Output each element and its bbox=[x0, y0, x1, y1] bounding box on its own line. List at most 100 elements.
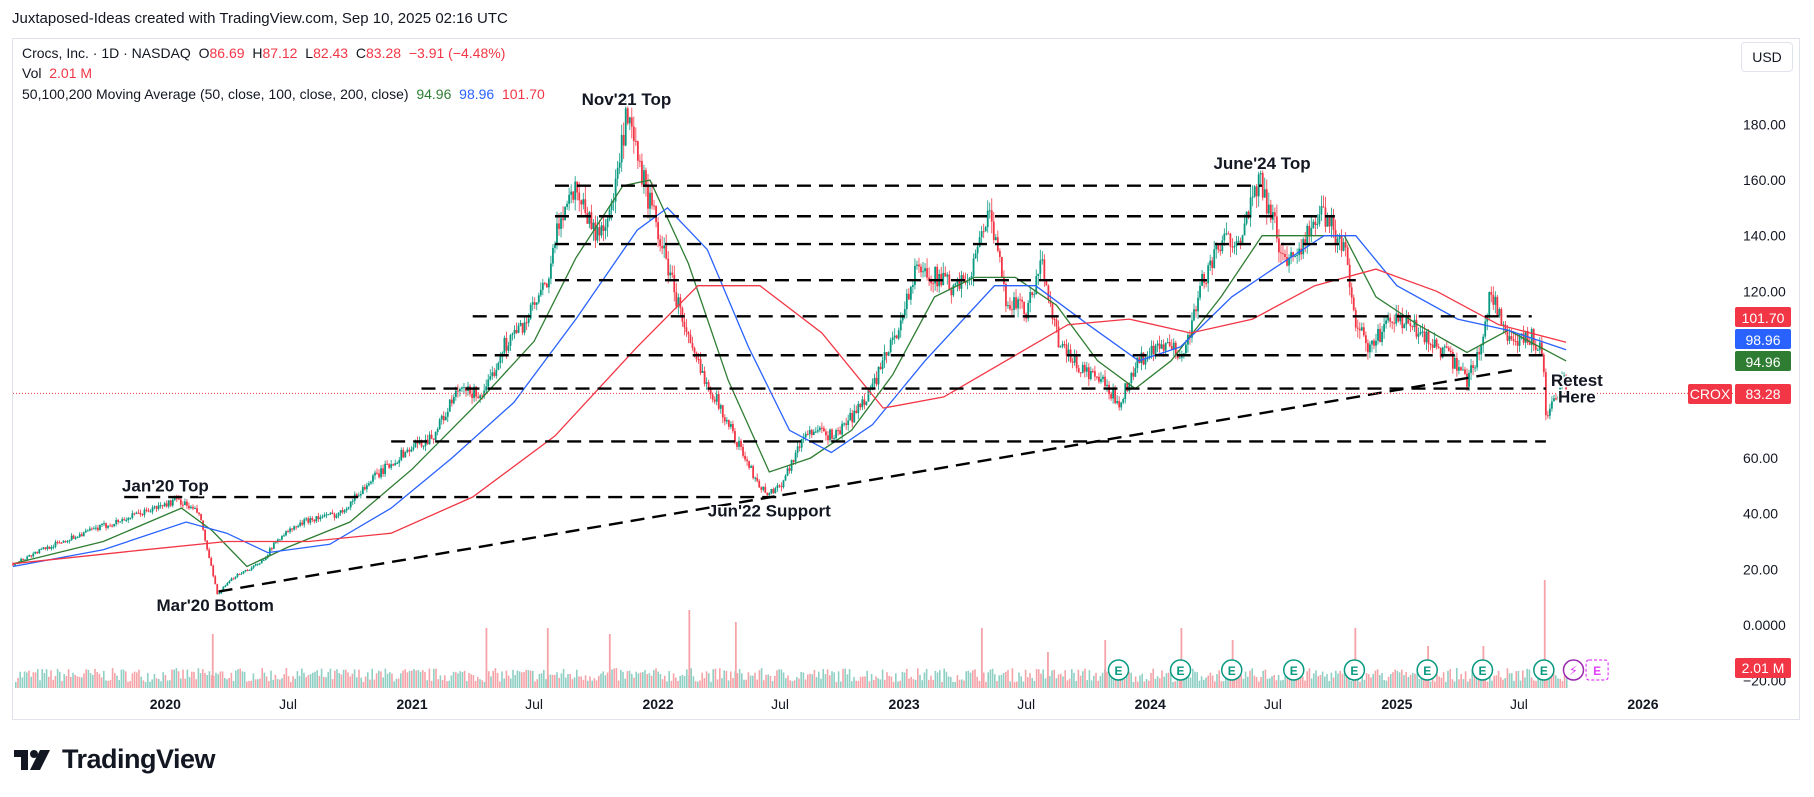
chart-annotation[interactable]: Jan'20 Top bbox=[120, 475, 210, 497]
candle bbox=[1057, 326, 1060, 348]
volume-bar bbox=[1277, 675, 1280, 688]
currency-button[interactable]: USD bbox=[1741, 42, 1793, 72]
volume-bar bbox=[1405, 672, 1407, 688]
last-price-tag[interactable] bbox=[1735, 384, 1791, 404]
volume-bar bbox=[919, 674, 921, 688]
x-tick-label: 2024 bbox=[1135, 696, 1166, 712]
candle bbox=[554, 244, 556, 248]
volume-bar bbox=[1258, 681, 1260, 688]
candle bbox=[857, 403, 860, 414]
candle bbox=[1561, 376, 1563, 388]
candle bbox=[123, 519, 126, 521]
earnings-marker-icon[interactable] bbox=[1343, 659, 1366, 681]
volume-bar bbox=[584, 675, 587, 688]
candle bbox=[139, 512, 142, 515]
volume-bar bbox=[1187, 672, 1190, 688]
volume-bar bbox=[604, 675, 607, 688]
earnings-marker-icon[interactable] bbox=[1416, 659, 1438, 681]
earnings-marker-label: E bbox=[1478, 664, 1486, 678]
volume-bar bbox=[364, 676, 367, 688]
earnings-marker-icon[interactable] bbox=[1220, 659, 1243, 681]
candle bbox=[410, 449, 413, 452]
volume-bar bbox=[1264, 669, 1267, 688]
volume-bar bbox=[1374, 670, 1377, 688]
candle bbox=[497, 362, 500, 370]
candle bbox=[736, 442, 738, 447]
volume-bar bbox=[965, 671, 967, 688]
candle bbox=[1007, 305, 1009, 307]
chart-annotation[interactable]: Jun'22 Support bbox=[706, 500, 832, 522]
candle bbox=[12, 563, 14, 566]
candle bbox=[903, 309, 906, 316]
volume-bar bbox=[1473, 669, 1476, 688]
volume-bar bbox=[1205, 677, 1207, 688]
volume-bar bbox=[1101, 672, 1104, 688]
volume-bar bbox=[527, 670, 530, 688]
volume-bar bbox=[294, 678, 296, 688]
candle bbox=[1219, 249, 1222, 252]
candle bbox=[196, 508, 198, 513]
candle bbox=[572, 191, 575, 200]
volume-bar bbox=[1185, 673, 1187, 688]
chart-annotation[interactable]: Here bbox=[1556, 386, 1597, 408]
volume-bar bbox=[895, 673, 897, 688]
chart-annotation[interactable]: Retest bbox=[1549, 369, 1604, 391]
volume-bar bbox=[886, 672, 888, 688]
ma-label[interactable]: 50,100,200 Moving Average (50, close, 10… bbox=[22, 86, 409, 102]
volume-bar bbox=[32, 672, 35, 688]
candle bbox=[946, 274, 949, 277]
volume-bar bbox=[888, 675, 890, 688]
candle bbox=[1405, 315, 1408, 325]
candle bbox=[32, 553, 35, 557]
candle bbox=[701, 371, 704, 373]
candle bbox=[333, 513, 336, 518]
volume-bar bbox=[767, 674, 769, 688]
candle bbox=[283, 535, 285, 537]
chart-annotation[interactable]: June'24 Top bbox=[1212, 152, 1312, 174]
chart-annotation[interactable]: Mar'20 Bottom bbox=[155, 595, 275, 617]
candle bbox=[1413, 319, 1416, 328]
volume-bar bbox=[1090, 680, 1093, 688]
volume-bar bbox=[1126, 669, 1128, 688]
volume-bar bbox=[1200, 676, 1203, 688]
earnings-marker-icon[interactable] bbox=[1283, 659, 1305, 681]
candle bbox=[287, 531, 289, 533]
candle bbox=[861, 399, 864, 408]
chart-annotation[interactable]: Nov'21 Top bbox=[580, 89, 673, 111]
volume-bar bbox=[798, 678, 800, 688]
candle bbox=[1401, 316, 1404, 329]
volume-bar bbox=[382, 677, 384, 688]
earnings-marker-icon[interactable] bbox=[1471, 659, 1494, 681]
volume-label[interactable]: Vol bbox=[22, 65, 42, 81]
price-tag[interactable] bbox=[1735, 307, 1791, 327]
volume-bar bbox=[1031, 677, 1033, 688]
volume-bar bbox=[1214, 681, 1216, 688]
earnings-marker-icon[interactable] bbox=[1169, 659, 1192, 681]
earnings-marker-icon[interactable] bbox=[1107, 659, 1130, 681]
volume-bar bbox=[351, 673, 354, 688]
price-tag[interactable] bbox=[1735, 351, 1791, 371]
candle bbox=[562, 218, 564, 221]
volume-bar bbox=[549, 674, 552, 688]
dividend-bolt-icon[interactable] bbox=[1562, 659, 1585, 681]
earnings-marker-icon[interactable] bbox=[1533, 659, 1555, 681]
candle bbox=[1152, 345, 1155, 354]
rising-trendline[interactable] bbox=[218, 367, 1520, 593]
volume-bar bbox=[1128, 671, 1130, 688]
upcoming-earnings-icon[interactable] bbox=[1585, 659, 1609, 681]
candle bbox=[1500, 309, 1503, 326]
volume-bar bbox=[558, 677, 560, 688]
price-tag[interactable] bbox=[1735, 329, 1791, 349]
ticker-tag[interactable] bbox=[1688, 384, 1732, 404]
volume-bar bbox=[1110, 671, 1113, 688]
candle bbox=[414, 441, 417, 448]
volume-bar bbox=[1220, 681, 1223, 688]
symbol-name[interactable]: Crocs, Inc. · 1D · NASDAQ bbox=[22, 45, 191, 61]
volume-bar bbox=[472, 675, 475, 688]
volume-bar bbox=[1412, 672, 1414, 688]
volume-bar bbox=[1513, 680, 1515, 688]
candle bbox=[1385, 320, 1388, 325]
tradingview-brand[interactable]: TradingView bbox=[14, 744, 216, 775]
volume-tag[interactable] bbox=[1735, 658, 1791, 678]
